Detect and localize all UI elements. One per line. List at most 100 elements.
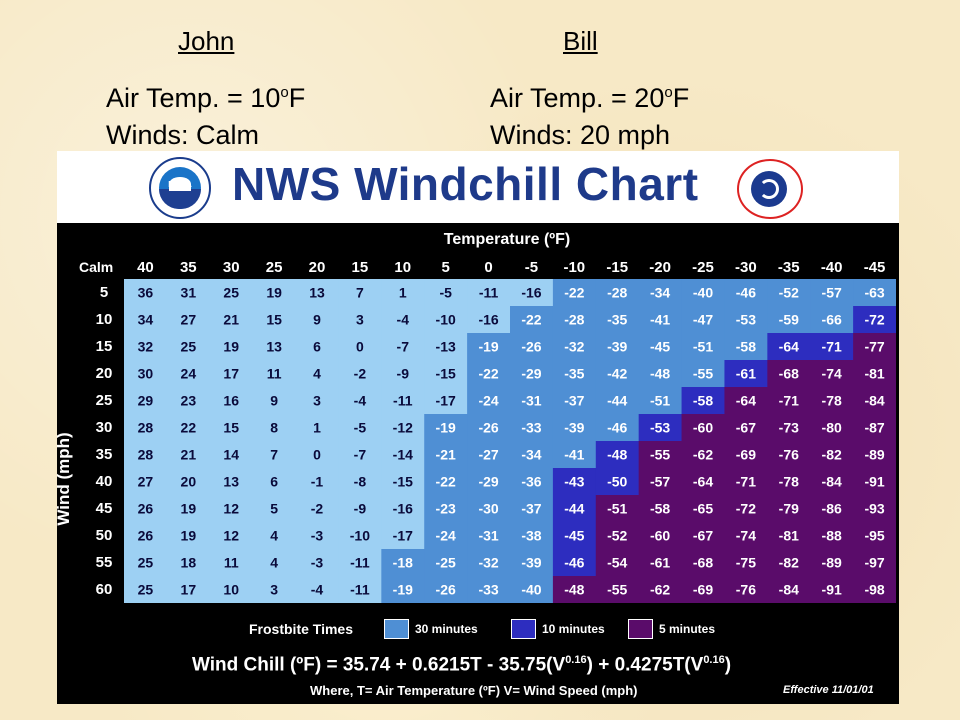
windchill-value: -26 [478,420,498,436]
windchill-cell-bg [424,522,468,550]
windchill-cell-bg [552,495,597,523]
windchill-cell-bg [510,360,554,388]
windchill-cell-bg [124,414,168,442]
windchill-value: -41 [564,447,584,463]
windchill-cell-bg [295,279,340,307]
windchill-value: -25 [436,555,456,571]
windchill-cell-bg [381,333,425,361]
windchill-cell-bg [510,279,554,307]
windchill-cell-bg [853,279,896,307]
windchill-cell-bg [166,441,211,469]
windchill-cell-bg [124,549,168,577]
windchill-cell-bg [338,414,382,442]
windchill-cell-bg [552,549,597,577]
john-winds: Winds: Calm [106,120,260,150]
windchill-value: -35 [607,312,627,328]
windchill-cell-bg [595,522,640,550]
windchill-value: -47 [693,312,713,328]
windchill-cell-bg [209,414,254,442]
bill-heading: Bill [563,26,598,56]
windchill-cell-bg [338,387,382,415]
windchill-value: 1 [313,420,321,436]
windchill-value: -71 [736,474,756,490]
windchill-value: -24 [478,393,498,409]
windchill-value: -19 [436,420,456,436]
windchill-value: -33 [521,420,541,436]
windchill-cell-bg [724,576,768,603]
windchill-value: -9 [354,501,367,517]
windchill-cell-bg [424,495,468,523]
windchill-value: -64 [736,393,756,409]
formula-where: Where, T= Air Temperature (ºF) V= Wind S… [310,683,638,698]
temperature-label: 15 [351,259,369,276]
windchill-value: -15 [436,366,456,382]
effective-date: Effective 11/01/01 [783,684,874,696]
windchill-value: 10 [223,582,239,598]
windchill-cell-bg [853,522,896,550]
windchill-value: -22 [521,312,541,328]
windchill-value: -78 [822,393,842,409]
windchill-cell-bg [295,468,340,496]
windchill-cell-bg [767,441,811,469]
windchill-value: -5 [354,420,367,436]
windchill-cell-bg [424,360,468,388]
windchill-value: -42 [607,366,627,382]
formula-exp2: 0.16 [703,654,725,666]
windchill-value: -40 [521,582,541,598]
windchill-value: 13 [266,339,282,355]
windchill-value: -97 [864,555,884,571]
windchill-value: -15 [393,474,413,490]
windchill-cell-bg [424,468,468,496]
windchill-cell-bg [381,360,425,388]
temperature-label: -30 [735,259,757,276]
windchill-value: 22 [181,420,197,436]
windchill-cell-bg [638,387,683,415]
windchill-value: -28 [607,285,627,301]
windchill-value: -24 [436,528,456,544]
windchill-value: -41 [650,312,670,328]
wind-speed-label: 15 [95,337,113,355]
john-air-temp: Air Temp. = 10oF [106,74,305,117]
windchill-value: -19 [393,582,413,598]
windchill-value: -34 [521,447,541,463]
windchill-value: -52 [607,528,627,544]
windchill-cell-bg [510,306,554,334]
wind-speed-label: 5 [99,283,109,301]
windchill-cell-bg [810,468,854,496]
windchill-cell-bg [767,333,811,361]
windchill-cell-bg [510,495,554,523]
windchill-cell-bg [338,333,382,361]
legend-label: 10 minutes [542,622,605,636]
john-heading: John [178,26,235,56]
windchill-value: -89 [864,447,884,463]
windchill-cell-bg [595,495,640,523]
windchill-cell-bg [124,333,168,361]
windchill-cell-bg [338,576,382,603]
windchill-cell-bg [853,414,896,442]
windchill-value: -40 [693,285,713,301]
windchill-cell-bg [252,306,297,334]
windchill-cell-bg [295,414,340,442]
windchill-grid: 36 31 25 19 13 7 1 -5 -11 -16 -22 -28 -34 -40 -46 -52 -5… [124,279,896,603]
calm-label: Calm [79,259,114,275]
windchill-cell-bg [724,522,768,550]
windchill-cell-bg [638,360,683,388]
windchill-cell-bg [595,549,640,577]
windchill-value: -87 [864,420,884,436]
windchill-cell-bg [638,495,683,523]
windchill-cell-bg [209,387,254,415]
windchill-cell-bg [166,306,211,334]
windchill-value: 7 [356,285,364,301]
chart-labels-svg: Wind (mph) [57,432,73,525]
windchill-value: -84 [779,582,799,598]
windchill-cell-bg [510,414,554,442]
wind-speed-label: 20 [95,364,113,382]
windchill-value: 14 [223,447,239,463]
windchill-cell-bg [767,279,811,307]
windchill-cell-bg [295,333,340,361]
john-info: Air Temp. = 10oF Winds: Calm [106,74,305,154]
windchill-cell-bg [510,549,554,577]
windchill-value: -29 [478,474,498,490]
windchill-value: -58 [693,393,713,409]
windchill-value: -61 [650,555,670,571]
